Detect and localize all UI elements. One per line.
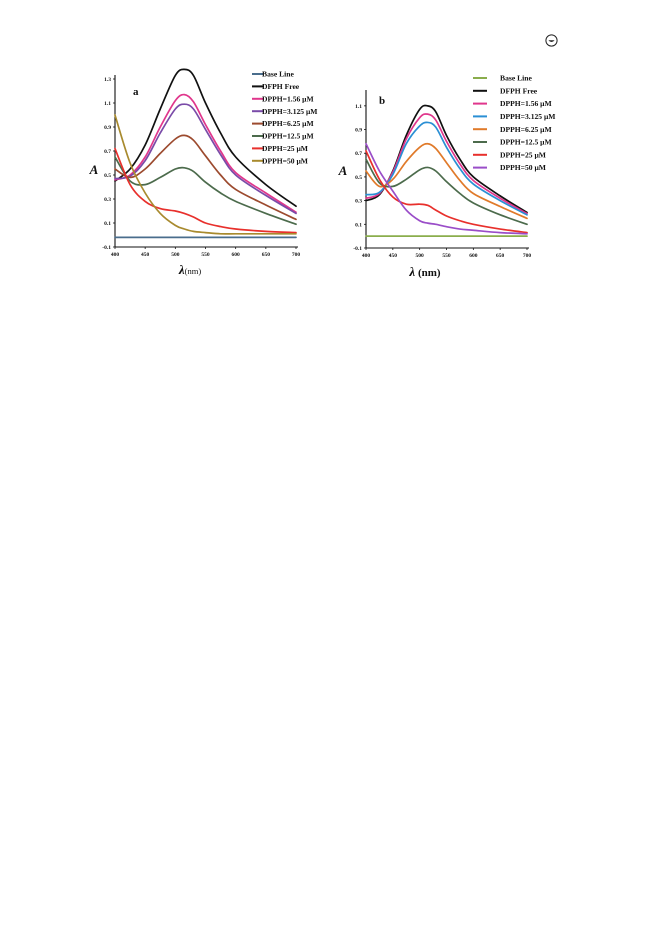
x-tick-label: 650: [496, 253, 505, 259]
y-tick-label: 0.5: [355, 175, 362, 181]
series-line-3: [365, 121, 528, 216]
y-axis-label: A: [338, 163, 348, 178]
series-line-4: [365, 142, 528, 220]
x-tick-label: 700: [292, 252, 301, 258]
y-tick-label: 1.1: [355, 104, 362, 110]
y-tick-label: 0.7: [355, 151, 362, 157]
legend-label-7: DPPH=50 μM: [262, 156, 308, 165]
x-axis-label-unit: (nm): [415, 267, 441, 279]
x-tick-label: 650: [262, 252, 271, 258]
series-line-5: [114, 156, 297, 226]
x-tick-label: 600: [469, 253, 478, 259]
legend-label-3: DPPH=3.125 μM: [500, 112, 555, 121]
legend-label-0: Base Line: [262, 70, 294, 79]
legend-label-6: DPPH=25 μM: [500, 150, 546, 159]
series-line-2: [365, 113, 528, 215]
series-line-3: [114, 103, 297, 215]
legend-label-0: Base Line: [500, 74, 532, 83]
legend-label-4: DPPH=6.25 μM: [262, 119, 314, 128]
x-tick-label: 550: [201, 252, 210, 258]
legend: Base Line DFPH Free DPPH=1.56 μM DPPH=3.125…: [473, 74, 555, 172]
x-axis-label: λ(nm): [178, 262, 201, 277]
y-tick-label: 0.9: [355, 128, 362, 134]
legend-label-4: DPPH=6.25 μM: [500, 125, 552, 134]
legend-label-5: DPPH=12.5 μM: [500, 138, 552, 147]
series-line-2: [114, 93, 297, 214]
y-tick-label: 0.7: [104, 149, 111, 155]
panel-label: a: [133, 86, 139, 98]
series-line-6: [114, 147, 297, 234]
series-line-7: [365, 142, 528, 235]
legend-label-1: DFPH Free: [500, 86, 538, 95]
x-axis-label: λ (nm): [408, 264, 440, 279]
x-tick-label: 400: [111, 252, 120, 258]
x-tick-label: 600: [232, 252, 241, 258]
legend-label-7: DPPH=50 μM: [500, 163, 546, 172]
y-tick-label: 1.3: [104, 77, 111, 83]
y-tick-label: 1.1: [104, 101, 111, 107]
x-tick-label: 550: [442, 253, 451, 259]
series-line-1: [365, 104, 528, 214]
chart-panel-a: 400 450 500 550 600 650 700 -0.1 0.1 0.3 0.5 0.7 0.9…: [89, 68, 317, 277]
x-tick-label: 500: [171, 252, 180, 258]
x-tick-label: 450: [141, 252, 150, 258]
y-tick-label: 0.5: [104, 173, 111, 179]
y-axis-label: A: [89, 162, 99, 177]
y-tick-label: 0.3: [355, 199, 362, 205]
x-tick-label: 700: [523, 253, 532, 259]
legend-label-3: DPPH=3.125 μM: [262, 107, 317, 116]
y-tick-label: -0.1: [353, 246, 362, 252]
x-axis-label-unit: (nm): [185, 266, 202, 276]
panel-label: b: [379, 95, 385, 107]
x-tick-label: 450: [389, 253, 398, 259]
legend-label-5: DPPH=12.5 μM: [262, 132, 314, 141]
y-tick-label: 0.1: [355, 222, 362, 228]
series-line-1: [114, 68, 297, 208]
series-line-6: [365, 150, 528, 234]
legend-label-1: DFPH Free: [262, 82, 300, 91]
legend-label-6: DPPH=25 μM: [262, 144, 308, 153]
y-tick-label: 0.3: [104, 197, 111, 203]
y-tick-label: 0.1: [104, 221, 111, 227]
x-tick-label: 500: [416, 253, 425, 259]
legend-label-2: DPPH=1.56 μM: [500, 99, 552, 108]
series-line-5: [365, 158, 528, 226]
circled-logo-icon: [545, 34, 558, 47]
chart-panel-b: 400 450 500 550 600 650 700 -0.1 0.1 0.3 0.5 0.7 0.9…: [338, 74, 556, 279]
series-line-7: [114, 114, 297, 235]
series-line-4: [114, 134, 297, 221]
y-tick-label: -0.1: [102, 245, 111, 251]
x-tick-label: 400: [362, 253, 371, 259]
y-tick-label: 0.9: [104, 125, 111, 131]
x-axis-label-symbol: λ: [408, 264, 415, 279]
x-axis-label-symbol: λ: [178, 262, 185, 277]
legend: Base Line DFPH Free DPPH=1.56 μM DPPH=3.125…: [252, 70, 317, 165]
legend-label-2: DPPH=1.56 μM: [262, 94, 314, 103]
